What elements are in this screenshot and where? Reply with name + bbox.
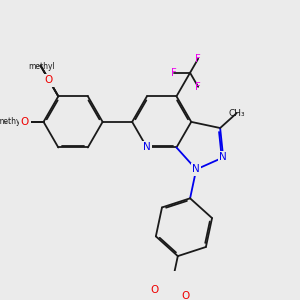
Text: O: O — [22, 117, 30, 127]
Text: methyl: methyl — [28, 62, 55, 71]
Text: methoxy: methoxy — [5, 121, 11, 122]
Text: methoxy: methoxy — [38, 65, 44, 66]
Text: O: O — [20, 117, 28, 127]
Text: O: O — [46, 76, 53, 86]
Text: O: O — [45, 75, 53, 85]
Text: O: O — [181, 291, 190, 300]
Text: methyl: methyl — [0, 117, 23, 126]
Text: N: N — [192, 164, 200, 174]
Text: O: O — [45, 75, 53, 85]
Text: F: F — [171, 68, 177, 78]
Text: O: O — [20, 117, 28, 127]
Text: CH₃: CH₃ — [228, 109, 245, 118]
Text: F: F — [195, 82, 201, 92]
Text: F: F — [195, 54, 201, 64]
Text: N: N — [143, 142, 151, 152]
Text: N: N — [219, 152, 227, 162]
Text: O: O — [151, 285, 159, 295]
